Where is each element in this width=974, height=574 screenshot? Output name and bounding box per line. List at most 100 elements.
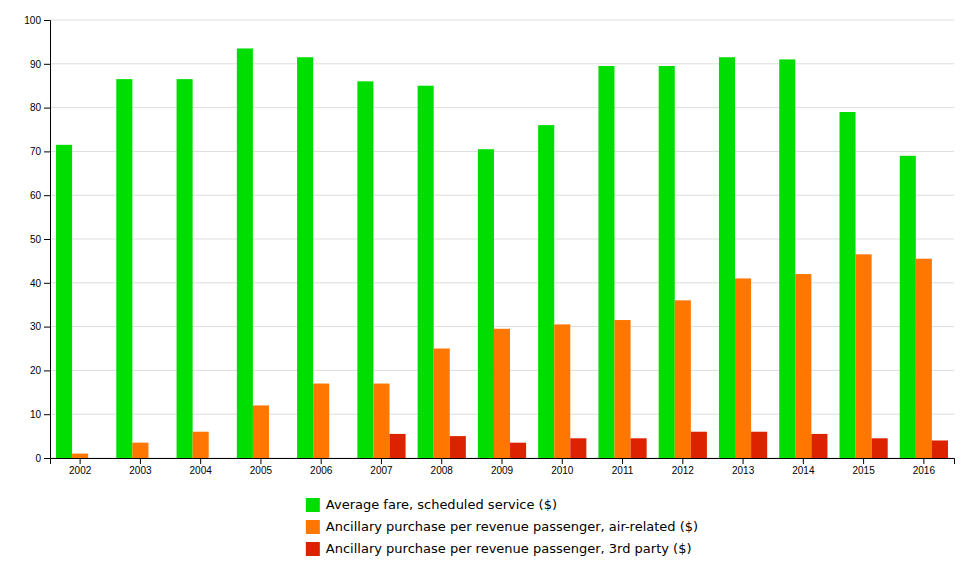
tick-mark bbox=[44, 239, 50, 240]
tick: 2006 bbox=[310, 458, 333, 476]
bar bbox=[554, 324, 570, 458]
bar bbox=[691, 432, 707, 458]
tick-mark bbox=[502, 458, 503, 464]
tick-label: 2007 bbox=[370, 465, 393, 476]
tick: 2012 bbox=[672, 458, 695, 476]
tick-label: 70 bbox=[30, 146, 42, 157]
tick: 2011 bbox=[612, 458, 634, 476]
tick: 2003 bbox=[129, 458, 152, 476]
legend-item: Ancillary purchase per revenue passenger… bbox=[306, 541, 692, 556]
tick: 50 bbox=[30, 234, 50, 245]
bar bbox=[872, 438, 888, 458]
bar bbox=[193, 432, 209, 458]
legend-item: Ancillary purchase per revenue passenger… bbox=[306, 519, 698, 534]
bar bbox=[237, 48, 253, 458]
tick: 0 bbox=[35, 453, 50, 464]
bar bbox=[177, 79, 193, 458]
tick-mark bbox=[863, 458, 864, 464]
tick-label: 50 bbox=[30, 234, 42, 245]
grid-line bbox=[50, 63, 954, 64]
legend-label: Ancillary purchase per revenue passenger… bbox=[326, 519, 698, 534]
tick-mark bbox=[44, 370, 50, 371]
bar bbox=[631, 438, 647, 458]
plot: 2002200320042005200620072008200920102011… bbox=[24, 15, 954, 476]
tick: 2002 bbox=[69, 458, 92, 476]
tick: 30 bbox=[30, 321, 50, 332]
bar-series bbox=[390, 432, 948, 458]
tick-mark bbox=[682, 458, 683, 464]
tick-mark bbox=[44, 195, 50, 196]
axis-line bbox=[51, 459, 955, 465]
bar bbox=[916, 259, 932, 458]
tick-mark bbox=[44, 414, 50, 415]
tick-mark bbox=[622, 458, 623, 464]
tick-label: 2004 bbox=[190, 465, 213, 476]
tick-label: 2014 bbox=[792, 465, 815, 476]
tick-label: 20 bbox=[30, 365, 42, 376]
bar bbox=[88, 458, 104, 459]
bar bbox=[478, 149, 494, 458]
y-axis: 0102030405060708090100 bbox=[24, 15, 50, 464]
tick-label: 2016 bbox=[913, 465, 936, 476]
tick: 10 bbox=[30, 409, 50, 420]
bar bbox=[856, 254, 872, 458]
legend: Average fare, scheduled service ($)Ancil… bbox=[306, 497, 698, 556]
bar bbox=[132, 443, 148, 458]
tick-label: 40 bbox=[30, 278, 42, 289]
tick: 40 bbox=[30, 278, 50, 289]
tick-label: 2005 bbox=[250, 465, 273, 476]
bar bbox=[598, 66, 614, 458]
bar bbox=[297, 57, 313, 458]
bar bbox=[614, 320, 630, 458]
legend-label: Ancillary purchase per revenue passenger… bbox=[326, 541, 692, 556]
tick-label: 0 bbox=[35, 453, 41, 464]
tick: 2009 bbox=[491, 458, 514, 476]
tick-label: 2011 bbox=[612, 465, 634, 476]
bar bbox=[839, 112, 855, 458]
tick-mark bbox=[441, 458, 442, 464]
tick: 2014 bbox=[792, 458, 815, 476]
bar bbox=[675, 300, 691, 458]
tick-label: 2015 bbox=[852, 465, 875, 476]
tick: 100 bbox=[24, 15, 50, 26]
bar bbox=[510, 443, 526, 458]
bar bbox=[900, 156, 916, 458]
tick-mark bbox=[200, 458, 201, 464]
chart: 2002200320042005200620072008200920102011… bbox=[0, 0, 974, 574]
tick-mark bbox=[44, 64, 50, 65]
legend-swatch bbox=[306, 498, 320, 512]
bar bbox=[390, 434, 406, 458]
grid-line bbox=[50, 20, 954, 21]
tick: 2013 bbox=[732, 458, 755, 476]
x-axis: 2002 2003 2004 2005 2006 2007 2008 2009 2010 2011… bbox=[51, 458, 955, 476]
tick-label: 2008 bbox=[431, 465, 454, 476]
tick-label: 2002 bbox=[69, 465, 92, 476]
bar bbox=[209, 458, 225, 459]
tick-mark bbox=[381, 458, 382, 464]
bar bbox=[751, 432, 767, 458]
tick: 2010 bbox=[551, 458, 574, 476]
tick-mark bbox=[80, 458, 81, 464]
tick: 2004 bbox=[190, 458, 213, 476]
tick: 2007 bbox=[370, 458, 393, 476]
tick: 80 bbox=[30, 102, 50, 113]
tick-mark bbox=[140, 458, 141, 464]
bar bbox=[373, 384, 389, 458]
tick-mark bbox=[803, 458, 804, 464]
bar-series bbox=[56, 48, 916, 458]
tick-mark bbox=[44, 283, 50, 284]
bar bbox=[538, 125, 554, 458]
tick: 20 bbox=[30, 365, 50, 376]
tick: 2008 bbox=[431, 458, 454, 476]
bar bbox=[434, 349, 450, 459]
tick-mark bbox=[44, 20, 50, 21]
bar bbox=[313, 384, 329, 458]
tick-label: 2009 bbox=[491, 465, 514, 476]
tick-label: 2003 bbox=[129, 465, 152, 476]
tick-label: 2013 bbox=[732, 465, 755, 476]
tick-label: 2012 bbox=[672, 465, 695, 476]
bar bbox=[253, 405, 269, 458]
bar bbox=[659, 66, 675, 458]
tick-label: 2010 bbox=[551, 465, 574, 476]
bar bbox=[116, 79, 132, 458]
